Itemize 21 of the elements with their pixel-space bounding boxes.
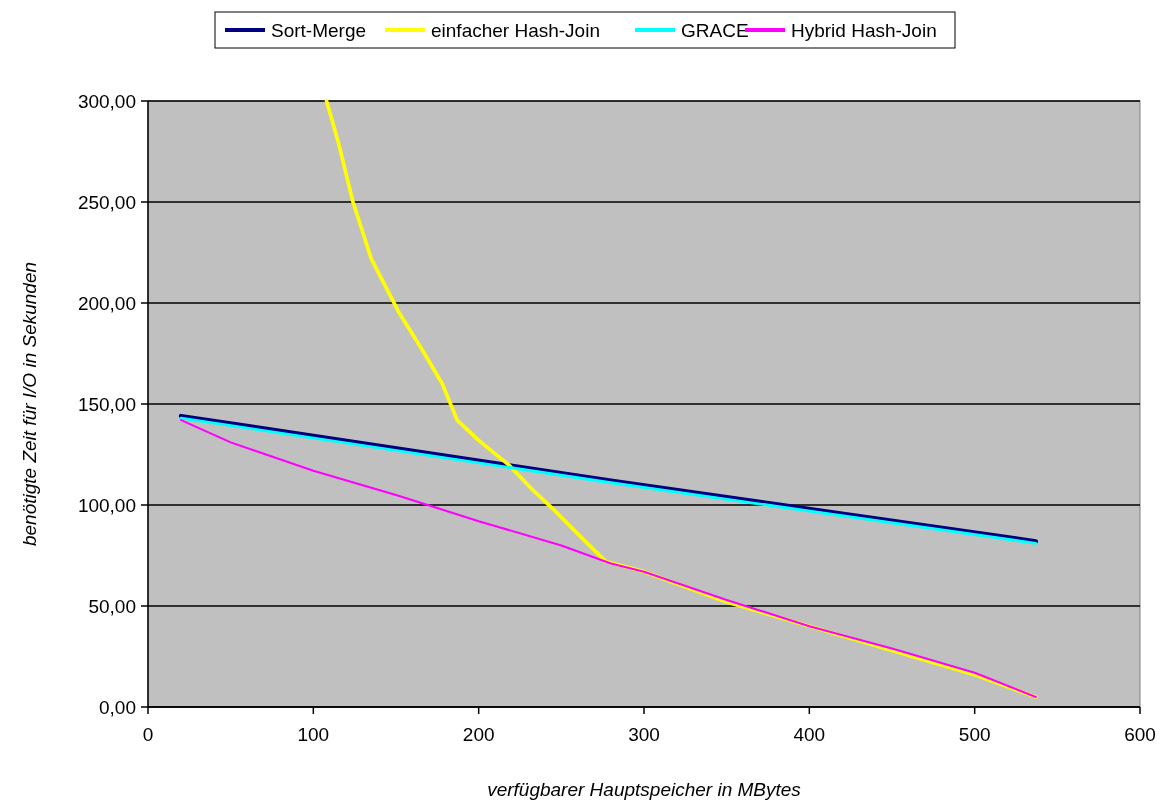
x-axis-title: verfügbarer Hauptspeicher in MBytes — [487, 779, 802, 800]
y-tick-label: 100,00 — [77, 494, 136, 516]
y-tick-label: 0,00 — [99, 696, 136, 718]
legend-label: einfacher Hash-Join — [431, 19, 600, 41]
y-tick-label: 50,00 — [88, 595, 136, 617]
x-tick-label: 0 — [142, 724, 154, 745]
y-tick-label: 300,00 — [77, 90, 136, 112]
line-series — [180, 419, 1037, 698]
x-tick-label: 400 — [793, 724, 826, 745]
legend-label: Hybrid Hash-Join — [791, 19, 937, 41]
legend-label: GRACE — [681, 19, 749, 41]
x-tick-label: 500 — [958, 724, 991, 745]
y-axis-title: benötigte Zeit für I/O in Sekunden — [19, 261, 40, 547]
y-tick-label: 150,00 — [77, 393, 136, 415]
x-tick-label: 300 — [628, 724, 660, 745]
x-tick-label: 600 — [1124, 724, 1156, 745]
legend-label: Sort-Merge — [271, 19, 367, 41]
y-tick-label: 200,00 — [77, 292, 136, 314]
y-tick-label: 250,00 — [77, 191, 136, 213]
x-tick-label: 200 — [462, 724, 495, 745]
x-tick-label: 100 — [297, 724, 330, 745]
